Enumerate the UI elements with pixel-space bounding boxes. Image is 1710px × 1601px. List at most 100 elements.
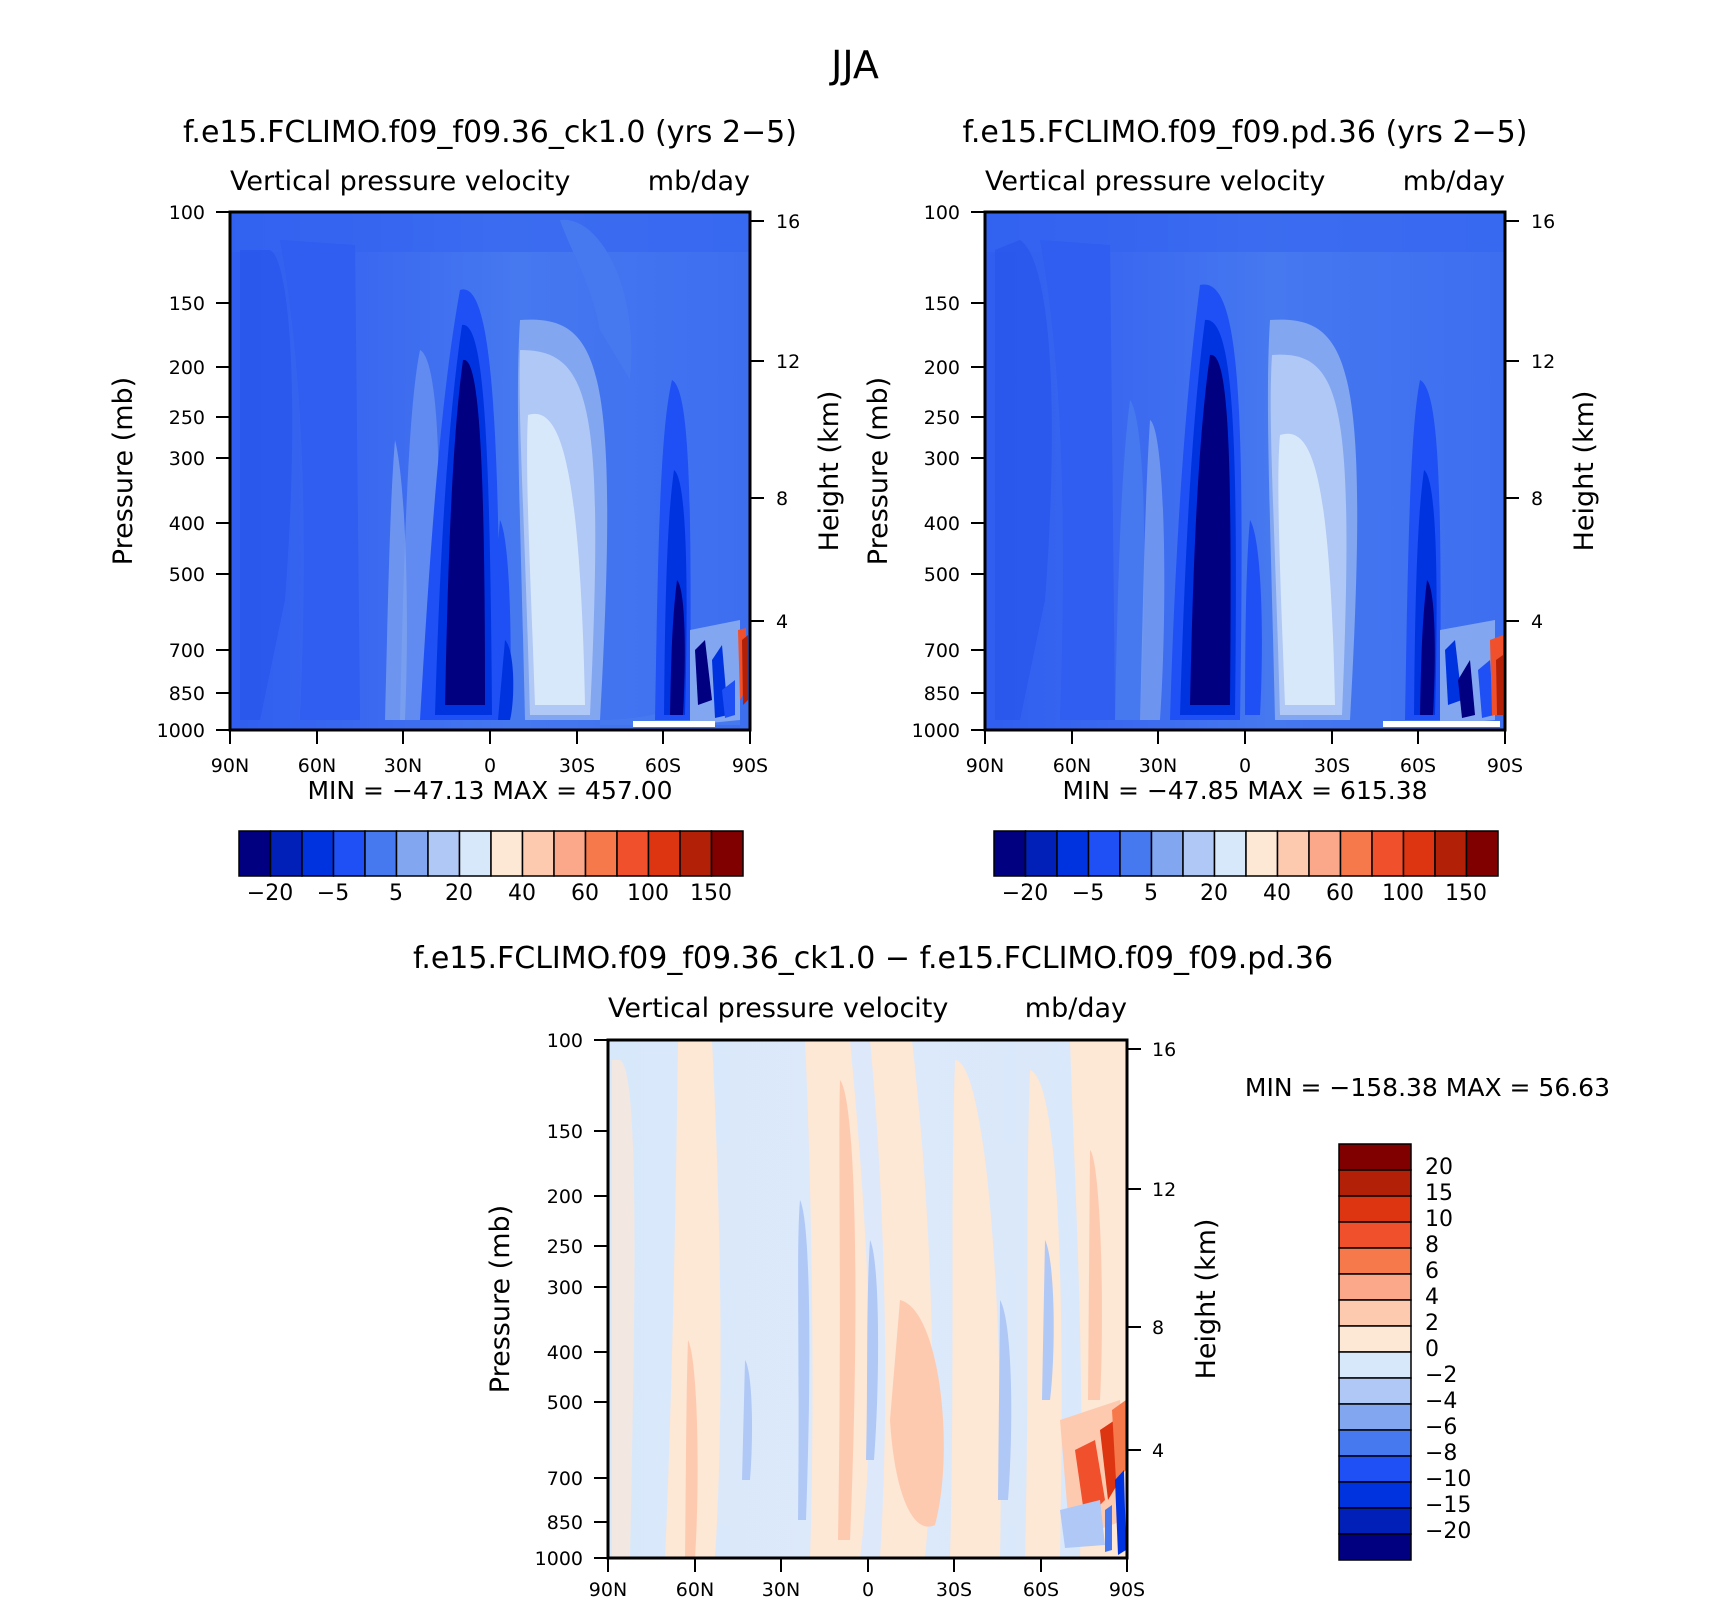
panel-2-title: f.e15.FCLIMO.f09_f09.pd.36 (yrs 2−5)	[963, 115, 1528, 150]
panel-2-y-label: Pressure (mb)	[863, 377, 894, 565]
panel-1-colorbar-swatch	[490, 830, 524, 877]
panel-3-x-tick: 0	[862, 1579, 874, 1601]
panel-3-title: f.e15.FCLIMO.f09_f09.36_ck1.0 − f.e15.FC…	[413, 941, 1333, 976]
panel-1-colorbar-swatch	[616, 830, 650, 877]
panel-1-colorbar-label: −5	[317, 881, 349, 906]
panel-1-colorbar-swatch	[710, 830, 744, 877]
panel-2-colorbar-label: 150	[1445, 881, 1487, 906]
panel-1-colorbar-swatch	[458, 830, 492, 877]
panel-2-x-tick: 60N	[1053, 755, 1091, 777]
panel-2-colorbar-swatch	[1308, 830, 1342, 877]
panel-3-colorbar-swatch	[1338, 1195, 1412, 1223]
panel-3-subtitle-right: mb/day	[1025, 993, 1127, 1024]
panel-2-colorbar-swatch	[1056, 830, 1090, 877]
panel-2-colorbar-swatch	[1182, 830, 1216, 877]
panel-3-y-tick: 1000	[535, 1548, 583, 1570]
panel-1-y2-tick: 12	[776, 351, 800, 373]
panel-1-x-tick: 60N	[298, 755, 336, 777]
panel-3-minmax: MIN = −158.38 MAX = 56.63	[1245, 1073, 1610, 1102]
panel-3-x-tick: 30N	[762, 1579, 800, 1601]
panel-2-colorbar-swatch	[1119, 830, 1153, 877]
panel-2-y2-tick: 12	[1531, 351, 1555, 373]
panel-1-x-tick: 90S	[732, 755, 768, 777]
panel-1-colorbar-swatch	[553, 830, 587, 877]
panel-2-x-tick: 60S	[1400, 755, 1436, 777]
panel-2-y-tick: 150	[924, 293, 960, 315]
panel-3-x-axis: 90N 60N 30N 0 30S 60S 90S	[589, 1558, 1145, 1601]
panel-3-colorbar-swatch	[1338, 1221, 1412, 1249]
panel-1-y-tick: 100	[169, 202, 205, 224]
panel-1-y2-label: Height (km)	[814, 391, 845, 552]
panel-3-colorbar-label: 6	[1425, 1259, 1439, 1284]
panel-1-colorbar-swatch	[427, 830, 461, 877]
panel-1-y-tick: 1000	[157, 720, 205, 742]
panel-1-x-tick: 60S	[645, 755, 681, 777]
panel-2-colorbar-swatch	[1024, 830, 1058, 877]
panel-1-x-axis: 90N 60N 30N 0 30S 60S 90S	[211, 730, 768, 777]
panel-3-field	[608, 1040, 1127, 1558]
panel-3-y-tick: 300	[547, 1277, 583, 1299]
panel-3-colorbar-label: 0	[1425, 1337, 1439, 1362]
panel-2-colorbar	[993, 830, 1499, 877]
panel-2-colorbar-label: −20	[1002, 881, 1048, 906]
panel-2-field	[985, 212, 1505, 730]
panel-3-colorbar-label: −8	[1425, 1441, 1457, 1466]
panel-1-y-tick: 150	[169, 293, 205, 315]
panel-1-colorbar-swatch	[679, 830, 713, 877]
panel-2-y-tick: 700	[924, 640, 960, 662]
panel-2-y-axis-right: 16 12 8 4 Height (km)	[1505, 211, 1600, 633]
figure-title: JJA	[829, 43, 879, 87]
panel-2: f.e15.FCLIMO.f09_f09.pd.36 (yrs 2−5) Ver…	[863, 115, 1600, 906]
panel-3-colorbar-label: 8	[1425, 1233, 1439, 1258]
panel-2-colorbar-label: −5	[1072, 881, 1104, 906]
panel-1-colorbar	[238, 830, 744, 877]
panel-2-x-tick: 30S	[1314, 755, 1350, 777]
panel-3-colorbar-swatch	[1338, 1351, 1412, 1379]
panel-2-subtitle-left: Vertical pressure velocity	[985, 166, 1325, 197]
panel-2-colorbar-swatch	[1339, 830, 1373, 877]
panel-3-colorbar-swatch	[1338, 1143, 1412, 1171]
panel-1-colorbar-swatch	[395, 830, 429, 877]
panel-1-x-tick: 30S	[559, 755, 595, 777]
panel-3-colorbar-label: 20	[1425, 1155, 1453, 1180]
panel-3-colorbar-label: 4	[1425, 1285, 1439, 1310]
panel-1-y-axis-right: 16 12 8 4 Height (km)	[750, 211, 845, 633]
panel-1-colorbar-swatch	[647, 830, 681, 877]
panel-3-colorbar-swatch	[1338, 1273, 1412, 1301]
panel-3-x-tick: 60S	[1023, 1579, 1059, 1601]
panel-2-y2-tick: 8	[1531, 488, 1543, 510]
panel-3-y2-label: Height (km)	[1191, 1219, 1222, 1380]
panel-3-colorbar-swatch	[1338, 1169, 1412, 1197]
panel-1-x-tick: 30N	[384, 755, 422, 777]
panel-3-y2-tick: 4	[1152, 1440, 1164, 1462]
panel-3-y-axis: 100 150 200 250 300 400 500 700 850 1000…	[485, 1030, 608, 1570]
panel-2-x-tick: 30N	[1139, 755, 1177, 777]
panel-3-colorbar-swatch	[1338, 1507, 1412, 1535]
panel-2-y-axis: 100 150 200 250 300 400 500 700 850 1000…	[863, 202, 985, 742]
panel-2-x-tick: 90S	[1487, 755, 1523, 777]
panel-3-subtitle-left: Vertical pressure velocity	[608, 993, 948, 1024]
panel-3-colorbar-swatch	[1338, 1455, 1412, 1483]
panel-1-colorbar-swatch	[521, 830, 555, 877]
panel-3-x-tick: 60N	[676, 1579, 714, 1601]
panel-1-y-tick: 250	[169, 407, 205, 429]
panel-2-y-tick: 500	[924, 564, 960, 586]
panel-3-colorbar-swatch	[1338, 1325, 1412, 1353]
panel-2-y2-tick: 16	[1531, 211, 1555, 233]
panel-2-y-tick: 250	[924, 407, 960, 429]
panel-1-y-axis: 100 150 200 250 300 400 500 700 850 1000…	[108, 202, 230, 742]
panel-2-y-tick: 300	[924, 448, 960, 470]
panel-2-colorbar-swatch	[1150, 830, 1184, 877]
panel-3-y2-tick: 8	[1152, 1317, 1164, 1339]
panel-2-colorbar-label: 100	[1382, 881, 1424, 906]
panel-1-y-tick: 400	[169, 513, 205, 535]
panel-1-colorbar-label: 40	[508, 881, 536, 906]
panel-1-y2-tick: 16	[776, 211, 800, 233]
panel-3-y-label: Pressure (mb)	[485, 1205, 516, 1393]
panel-1-minmax: MIN = −47.13 MAX = 457.00	[307, 776, 672, 805]
panel-3-x-tick: 90S	[1109, 1579, 1145, 1601]
panel-1-colorbar-label: 150	[690, 881, 732, 906]
panel-3-y-tick: 250	[547, 1236, 583, 1258]
panel-1-y-tick: 850	[169, 683, 205, 705]
